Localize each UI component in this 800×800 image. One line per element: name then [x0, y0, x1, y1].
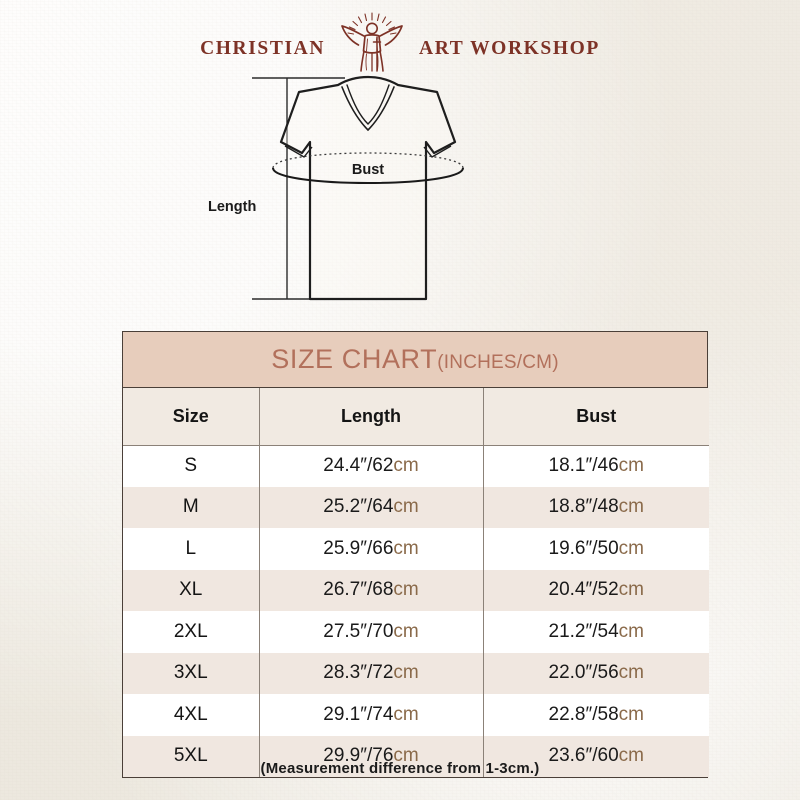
cell-bust: 21.2″/54cm [483, 611, 709, 653]
cell-size: 4XL [123, 694, 260, 736]
size-chart-title-main: SIZE CHART [271, 344, 438, 374]
length-value: 26.7″/68 [323, 579, 394, 601]
bust-value: 18.1″/46 [548, 455, 619, 476]
length-unit: cm [393, 662, 419, 684]
bust-value: 20.4″/52 [548, 579, 619, 601]
column-header-bust: Bust [483, 388, 709, 446]
table-header-row: Size Length Bust [123, 388, 709, 446]
brand-word-right: ART WORKSHOP [419, 38, 600, 59]
column-header-size: Size [123, 388, 260, 446]
page-title: SIZE CHART(INCHES/CM) [271, 344, 559, 375]
cell-size: XL [123, 569, 260, 611]
bust-measurement-ellipse [272, 152, 464, 184]
bust-unit: cm [618, 496, 644, 518]
cell-length: 27.5″/70cm [259, 611, 484, 653]
cell-length: 26.7″/68cm [259, 569, 484, 611]
table-row: 4XL 29.1″/74cm 22.8″/58cm [123, 694, 709, 736]
length-unit: cm [393, 745, 419, 767]
length-unit: cm [393, 496, 419, 518]
bust-unit: cm [618, 620, 644, 642]
length-value: 29.9″/76 [323, 745, 394, 767]
length-unit: cm [393, 455, 419, 476]
sleeve-hems [284, 145, 452, 158]
table-row: XL 26.7″/68cm 20.4″/52cm [123, 569, 709, 611]
length-value: 24.4″/62 [323, 455, 394, 476]
column-header-length: Length [259, 388, 484, 446]
length-value: 28.3″/72 [323, 662, 394, 684]
bust-unit: cm [618, 455, 644, 476]
length-unit: cm [393, 579, 419, 601]
table-row: S 24.4″/62cm 18.1″/46cm [123, 445, 709, 487]
length-unit: cm [393, 537, 419, 559]
cell-bust: 18.8″/48cm [483, 486, 709, 528]
cell-length: 29.9″/76cm [259, 735, 484, 777]
bust-unit: cm [618, 703, 644, 725]
length-label: Length [208, 199, 256, 215]
bust-label: Bust [352, 162, 384, 178]
cell-size: L [123, 528, 260, 570]
bust-unit: cm [618, 579, 644, 601]
cell-bust: 22.0″/56cm [483, 652, 709, 694]
bust-value: 22.0″/56 [548, 662, 619, 684]
cell-length: 25.9″/66cm [259, 528, 484, 570]
v-neck-collar [341, 84, 395, 132]
brand-header: CHRISTIAN [0, 8, 800, 76]
cell-bust: 23.6″/60cm [483, 735, 709, 777]
size-chart-table: Size Length Bust S 24.4″/62cm 18.1″/46cm M 2… [123, 388, 709, 777]
table-row: M 25.2″/64cm 18.8″/48cm [123, 486, 709, 528]
tshirt-measurement-diagram: Length Bust [190, 58, 530, 320]
length-unit: cm [393, 703, 419, 725]
cell-length: 24.4″/62cm [259, 445, 484, 487]
bust-value: 23.6″/60 [548, 745, 619, 767]
cell-bust: 18.1″/46cm [483, 445, 709, 487]
length-value: 25.2″/64 [323, 496, 394, 518]
bust-value: 22.8″/58 [548, 703, 619, 725]
table-row: 2XL 27.5″/70cm 21.2″/54cm [123, 611, 709, 653]
cell-bust: 22.8″/58cm [483, 694, 709, 736]
size-chart: SIZE CHART(INCHES/CM) Size Length Bust S… [122, 331, 709, 778]
tshirt-outline [279, 75, 457, 301]
cell-length: 29.1″/74cm [259, 694, 484, 736]
cell-size: 5XL [123, 735, 260, 777]
cell-length: 28.3″/72cm [259, 652, 484, 694]
bust-value: 18.8″/48 [548, 496, 619, 518]
table-row: 3XL 28.3″/72cm 22.0″/56cm [123, 652, 709, 694]
cell-size: S [123, 445, 260, 487]
length-value: 29.1″/74 [323, 703, 394, 725]
length-value: 25.9″/66 [323, 537, 394, 559]
table-row: L 25.9″/66cm 19.6″/50cm [123, 528, 709, 570]
cell-bust: 20.4″/52cm [483, 569, 709, 611]
bust-value: 21.2″/54 [548, 620, 619, 642]
cell-bust: 19.6″/50cm [483, 528, 709, 570]
cell-size: M [123, 486, 260, 528]
length-unit: cm [393, 620, 419, 642]
bust-unit: cm [618, 745, 644, 767]
size-chart-title-units: (INCHES/CM) [437, 352, 559, 373]
cell-size: 2XL [123, 611, 260, 653]
size-chart-title-band: SIZE CHART(INCHES/CM) [123, 332, 707, 388]
bust-unit: cm [618, 662, 644, 684]
size-chart-body: S 24.4″/62cm 18.1″/46cm M 25.2″/64cm 18.8″/48… [123, 445, 709, 777]
cell-size: 3XL [123, 652, 260, 694]
brand-word-left: CHRISTIAN [200, 38, 326, 59]
bust-unit: cm [618, 537, 644, 559]
bust-value: 19.6″/50 [548, 537, 619, 559]
table-row: 5XL 29.9″/76cm 23.6″/60cm [123, 735, 709, 777]
length-value: 27.5″/70 [323, 620, 394, 642]
measurement-note: (Measurement difference from 1-3cm.) [260, 760, 540, 777]
cell-length: 25.2″/64cm [259, 486, 484, 528]
risen-christ-with-cross-icon [329, 9, 415, 75]
